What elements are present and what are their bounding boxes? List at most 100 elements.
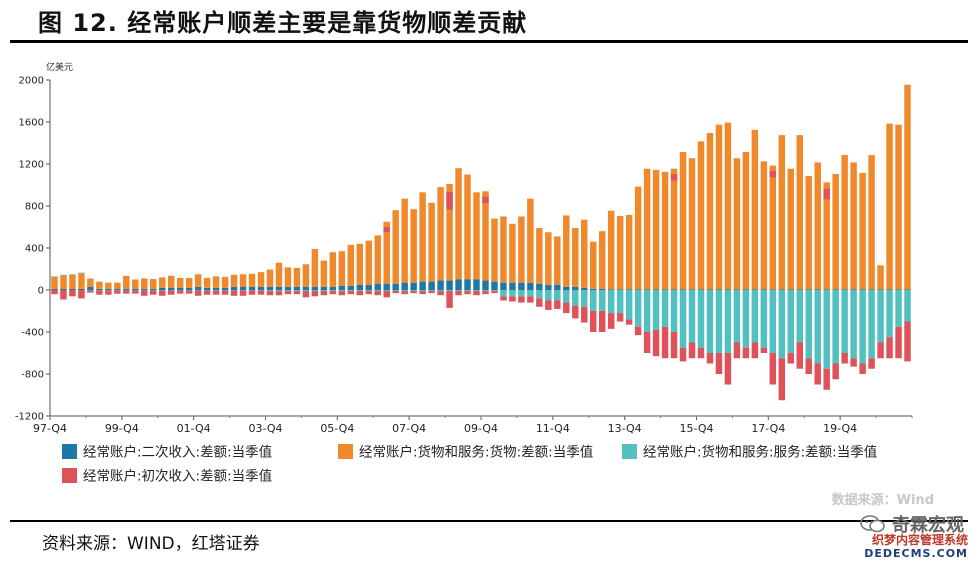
- bar-goods: [419, 192, 426, 282]
- bar-services: [769, 290, 777, 353]
- bar-primary: [581, 306, 588, 323]
- x-tick-label: 01-Q4: [177, 422, 211, 435]
- bar-primary: [643, 332, 651, 353]
- bar-goods: [257, 272, 265, 287]
- footer-rule: [10, 520, 968, 522]
- bar-secondary: [625, 289, 633, 291]
- bar-secondary: [392, 283, 399, 290]
- bar-secondary: [850, 289, 857, 291]
- bar-goods: [123, 275, 130, 289]
- bar-services: [796, 290, 803, 343]
- bar-primary: [159, 290, 166, 296]
- bar-secondary: [212, 287, 220, 290]
- bar-services: [383, 290, 390, 292]
- bar-goods: [796, 135, 803, 290]
- bar-secondary: [778, 289, 786, 291]
- bar-services: [212, 290, 220, 291]
- bar-secondary: [347, 285, 355, 290]
- bar-secondary: [239, 286, 247, 290]
- bar-secondary: [266, 286, 274, 290]
- bar-goods: [563, 215, 570, 287]
- bar-primary: [141, 290, 148, 296]
- bar-secondary: [311, 286, 319, 290]
- bar-secondary: [114, 288, 121, 290]
- bar-services: [823, 290, 830, 369]
- bar-services: [643, 290, 651, 332]
- bar-primary: [401, 291, 408, 295]
- bar-secondary: [527, 282, 534, 290]
- bar-primary: [239, 290, 247, 296]
- bar-services: [572, 290, 579, 306]
- legend-label-goods: 经常账户:货物和服务:货物:差额:当季值: [359, 444, 593, 461]
- bar-secondary: [284, 286, 292, 290]
- bar-primary: [87, 290, 94, 293]
- bar-secondary: [563, 286, 570, 290]
- bar-secondary: [679, 289, 687, 291]
- y-tick-label: -800: [21, 370, 44, 381]
- bar-secondary: [841, 289, 848, 291]
- bar-primary: [832, 363, 839, 380]
- bar-primary: [868, 358, 875, 369]
- bar-goods: [841, 155, 848, 290]
- bar-secondary: [446, 280, 453, 290]
- bar-primary: [805, 358, 812, 374]
- bar-goods: [428, 202, 435, 282]
- bar-services: [688, 290, 696, 343]
- bar-primary: [275, 291, 283, 296]
- bar-goods: [320, 260, 328, 287]
- bar-secondary: [293, 286, 301, 290]
- bar-primary: [545, 300, 552, 310]
- bar-goods: [805, 176, 812, 290]
- bar-secondary: [78, 288, 85, 290]
- bar-secondary: [60, 288, 67, 290]
- bar-services: [706, 290, 714, 353]
- bar-secondary: [877, 289, 884, 291]
- x-tick-label: 11-Q4: [536, 422, 570, 435]
- bar-goods: [769, 165, 777, 290]
- y-tick-label: 1200: [19, 160, 44, 171]
- y-tick-label: 1600: [19, 118, 44, 129]
- bar-secondary: [437, 280, 444, 290]
- bar-primary: [329, 291, 337, 295]
- bar-primary: [428, 291, 435, 294]
- x-tick-label: 19-Q4: [823, 422, 857, 435]
- legend-swatch-primary: [62, 468, 77, 483]
- bar-primary: [886, 337, 893, 359]
- bar-goods: [733, 158, 741, 290]
- bar-secondary: [697, 289, 705, 291]
- bar-secondary: [661, 289, 669, 291]
- bar-secondary: [545, 284, 552, 290]
- bar-goods: [203, 277, 211, 288]
- bar-services: [275, 290, 283, 292]
- bar-goods: [581, 219, 588, 288]
- bar-goods: [500, 216, 507, 283]
- bar-secondary: [607, 289, 615, 291]
- bar-primary: [123, 290, 130, 294]
- bar-secondary: [185, 287, 193, 290]
- bar-primary: [356, 291, 364, 296]
- bar-goods: [482, 191, 489, 281]
- bar-goods: [464, 174, 471, 280]
- bar-goods: [266, 269, 274, 287]
- x-tick-label: 05-Q4: [320, 422, 354, 435]
- bar-services: [814, 290, 821, 364]
- bar-goods: [185, 277, 193, 288]
- legend-label-services: 经常账户:货物和服务:服务:差额:当季值: [643, 444, 877, 461]
- bar-goods: [572, 228, 579, 287]
- bar-secondary: [823, 289, 830, 291]
- bar-secondary: [419, 281, 426, 290]
- bar-services: [194, 290, 202, 291]
- bar-goods: [895, 124, 902, 290]
- bar-secondary: [814, 289, 821, 291]
- bar-primary: [114, 290, 121, 294]
- bar-secondary: [643, 289, 651, 291]
- bar-services: [751, 290, 759, 343]
- bar-primary: [60, 290, 67, 300]
- bar-secondary: [464, 279, 471, 290]
- bar-primary: [877, 342, 884, 359]
- bar-services: [868, 290, 875, 359]
- bar-secondary: [733, 289, 741, 291]
- y-tick-label: -400: [21, 328, 44, 339]
- bar-services: [392, 290, 399, 292]
- bar-primary-patch: [446, 191, 453, 210]
